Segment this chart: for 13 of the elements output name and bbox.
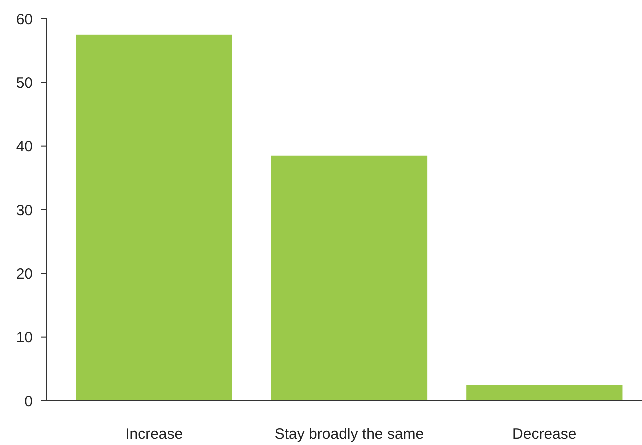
y-tick-label: 10 xyxy=(16,330,33,347)
bar xyxy=(76,34,232,401)
y-tick-label: 0 xyxy=(24,393,33,410)
bar xyxy=(271,156,428,401)
x-tick-label: Increase xyxy=(126,426,184,443)
x-tick-label: Decrease xyxy=(512,426,577,443)
y-tick-label: 60 xyxy=(16,11,33,28)
y-tick-label: 40 xyxy=(16,138,33,156)
y-tick-label: 50 xyxy=(16,74,33,92)
y-tick-label: 20 xyxy=(16,266,33,283)
bar xyxy=(466,385,623,401)
y-tick-label: 30 xyxy=(16,202,33,220)
x-tick-label: Stay broadly the same xyxy=(274,426,424,443)
